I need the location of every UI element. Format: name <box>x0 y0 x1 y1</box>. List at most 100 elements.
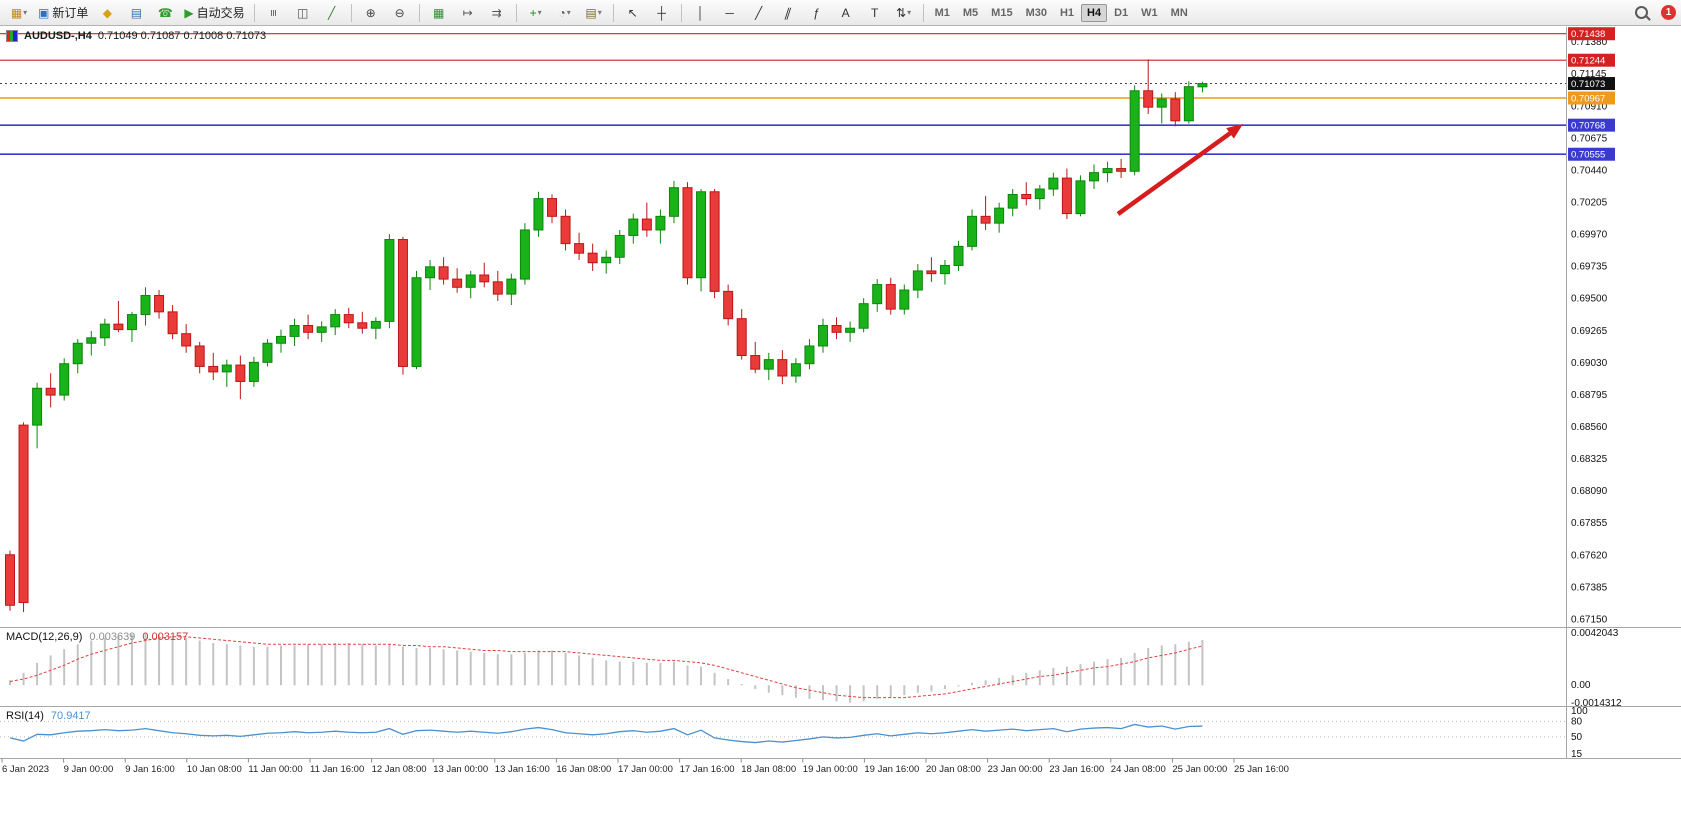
arrows-icon-dropdown[interactable]: ▾ <box>907 8 912 17</box>
macd-plot <box>9 633 1204 703</box>
svg-text:0.67150: 0.67150 <box>1571 614 1608 625</box>
chart-shift-icon: ⇉ <box>491 5 502 20</box>
toolbar-separator <box>515 3 517 22</box>
svg-text:0.69265: 0.69265 <box>1571 326 1608 337</box>
svg-text:0.70440: 0.70440 <box>1571 165 1608 176</box>
toolbar-separator <box>680 3 682 22</box>
crosshair-icon[interactable]: ┼ <box>648 2 676 24</box>
auto-scroll-icon: ↦ <box>462 5 473 20</box>
text-label-icon[interactable]: T <box>861 2 889 24</box>
svg-text:0.69970: 0.69970 <box>1571 230 1608 241</box>
trend-arrow-annotation[interactable] <box>1116 124 1243 216</box>
toolbar-right-group: 1 <box>1627 2 1676 24</box>
templates-icon: ▤ <box>585 5 597 20</box>
svg-text:0.68560: 0.68560 <box>1571 422 1608 433</box>
toolbar-separator <box>253 3 255 22</box>
price-tags: 0.71438 0.71244 0.71073 0.70967 0.70768 0.705… <box>1568 27 1615 161</box>
svg-text:20 Jan 08:00: 20 Jan 08:00 <box>926 764 981 775</box>
fibonacci-icon[interactable]: ƒ <box>803 2 831 24</box>
svg-text:0.68325: 0.68325 <box>1571 454 1608 465</box>
templates-icon[interactable]: ▤ ▾ <box>580 2 608 24</box>
text-icon[interactable]: A <box>832 2 860 24</box>
svg-text:0.0042043: 0.0042043 <box>1571 628 1619 639</box>
vertical-line-icon[interactable]: │ <box>687 2 715 24</box>
cursor-icon[interactable]: ↖ <box>619 2 647 24</box>
svg-text:19 Jan 16:00: 19 Jan 16:00 <box>864 764 919 775</box>
market-watch-icon: ▤ <box>130 5 143 20</box>
equidistant-channel-icon[interactable]: ∥ <box>774 2 802 24</box>
timeframe-w1[interactable]: W1 <box>1141 6 1158 19</box>
timeframe-m5[interactable]: M5 <box>962 6 979 19</box>
fibonacci-icon: ƒ <box>813 5 820 20</box>
timeframe-h1[interactable]: H1 <box>1059 6 1075 19</box>
zoom-out-icon[interactable]: ⊖ <box>386 2 414 24</box>
svg-text:0.71145: 0.71145 <box>1571 69 1607 80</box>
new-chart-icon: ▦ <box>10 5 23 20</box>
timeframe-m30[interactable]: M30 <box>1025 6 1047 19</box>
market-watch-icon[interactable]: ▤ <box>122 2 150 24</box>
candlestick-chart-icon: ◫ <box>296 5 309 20</box>
cursor-icon: ↖ <box>627 5 638 20</box>
svg-text:11 Jan 00:00: 11 Jan 00:00 <box>248 764 302 775</box>
timeframe-m1[interactable]: M1 <box>934 6 950 19</box>
mobile-trading-icon[interactable]: ☎ <box>151 2 179 24</box>
svg-text:0.70910: 0.70910 <box>1571 101 1608 112</box>
chart-shift-icon[interactable]: ⇉ <box>483 2 511 24</box>
svg-text:10 Jan 08:00: 10 Jan 08:00 <box>187 764 242 775</box>
periods-icon-dropdown[interactable]: ▾ <box>566 8 571 17</box>
indicators-icon-dropdown[interactable]: ▾ <box>537 8 542 17</box>
time-axis[interactable]: 6 Jan 2023 9 Jan 00:00 9 Jan 16:00 10 Jan 0… <box>1 758 1289 776</box>
autotrading-button[interactable]: ▶ 自动交易 <box>180 2 248 24</box>
templates-icon-dropdown[interactable]: ▾ <box>597 8 602 17</box>
new-chart-icon[interactable]: ▦ ▾ <box>5 2 33 24</box>
svg-text:0.00: 0.00 <box>1571 680 1591 691</box>
zoom-in-icon[interactable]: ⊕ <box>357 2 385 24</box>
arrows-icon[interactable]: ⇅ ▾ <box>890 2 918 24</box>
candlesticks <box>5 59 1208 613</box>
horizontal-level-lines[interactable] <box>0 33 1566 156</box>
svg-text:0.69500: 0.69500 <box>1571 294 1608 305</box>
svg-text:0.70967: 0.70967 <box>1571 94 1605 105</box>
new-order-button-label: 新订单 <box>52 6 89 20</box>
text-icon: A <box>841 5 850 20</box>
svg-text:25 Jan 00:00: 25 Jan 00:00 <box>1172 764 1227 775</box>
crosshair-icon: ┼ <box>657 5 666 20</box>
svg-text:0.70768: 0.70768 <box>1571 121 1605 132</box>
indicators-icon[interactable]: + ▾ <box>522 2 550 24</box>
timeframe-h4[interactable]: H4 <box>1081 3 1108 22</box>
chart-window[interactable]: 0.71380 0.71145 0.70910 0.70675 0.70440 0.702… <box>0 27 1681 775</box>
timeframe-m15[interactable]: M15 <box>991 6 1013 19</box>
svg-text:0.68090: 0.68090 <box>1571 486 1608 497</box>
toolbar-buttons: ▦ ▾ ▣ 新订单 ◆ ▤ ☎ ▶ 自动交易 ≡ ◫ ╱ ⊕ ⊖ ▦ ↦ ⇉ + ▾ ◔ ▾ ▤ ▾ ↖ ┼ │ ─ ╱ ∥ ƒ A T ⇅ ▾ M… <box>5 2 1194 24</box>
svg-text:16 Jan 08:00: 16 Jan 08:00 <box>556 764 611 775</box>
svg-text:18 Jan 08:00: 18 Jan 08:00 <box>741 764 796 775</box>
svg-text:0.71438: 0.71438 <box>1571 29 1605 40</box>
timeframe-d1[interactable]: D1 <box>1114 6 1129 19</box>
indicators-icon: + <box>529 5 537 20</box>
metaeditor-icon[interactable]: ◆ <box>93 2 121 24</box>
svg-text:0.68795: 0.68795 <box>1571 390 1608 401</box>
vertical-line-icon: │ <box>696 5 705 20</box>
search-icon[interactable] <box>1627 2 1655 24</box>
bar-chart-icon: ≡ <box>266 8 281 17</box>
new-chart-icon-dropdown[interactable]: ▾ <box>23 8 28 17</box>
svg-text:11 Jan 16:00: 11 Jan 16:00 <box>310 764 364 775</box>
timeframe-mn[interactable]: MN <box>1170 6 1188 19</box>
periods-icon: ◔ <box>558 5 566 20</box>
periods-icon[interactable]: ◔ ▾ <box>551 2 579 24</box>
notification-badge[interactable]: 1 <box>1661 5 1676 20</box>
trendline-icon[interactable]: ╱ <box>745 2 773 24</box>
price-axis[interactable]: 0.71380 0.71145 0.70910 0.70675 0.70440 0.702… <box>1571 37 1622 760</box>
bar-chart-icon[interactable]: ≡ <box>260 2 288 24</box>
horizontal-line-icon[interactable]: ─ <box>716 2 744 24</box>
new-order-button[interactable]: ▣ 新订单 <box>34 2 92 24</box>
auto-scroll-icon[interactable]: ↦ <box>454 2 482 24</box>
chart-canvas[interactable]: 0.71380 0.71145 0.70910 0.70675 0.70440 0.702… <box>0 27 1681 775</box>
equidistant-channel-icon: ∥ <box>782 5 793 20</box>
new-order-button: ▣ <box>38 5 50 20</box>
toolbar-separator <box>922 3 924 22</box>
candlestick-chart-icon[interactable]: ◫ <box>289 2 317 24</box>
line-chart-icon[interactable]: ╱ <box>318 2 346 24</box>
tile-windows-icon[interactable]: ▦ <box>425 2 453 24</box>
svg-text:0.71073: 0.71073 <box>1571 79 1605 90</box>
